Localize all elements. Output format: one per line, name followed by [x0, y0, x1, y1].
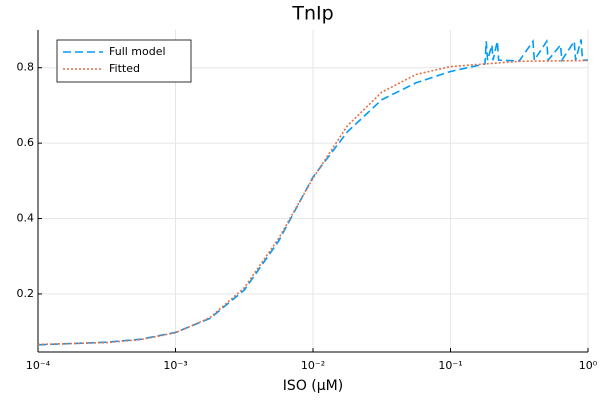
x-tick-label: 10⁻¹ — [438, 359, 462, 372]
legend-box — [56, 39, 192, 83]
chart-title: TnIp — [291, 3, 333, 25]
x-axis-label: ISO (μM) — [283, 378, 343, 394]
y-tick-label: 0.2 — [17, 287, 35, 300]
x-tick-label: 10⁻² — [301, 359, 325, 372]
line-series — [37, 59, 589, 346]
x-tick-label: 10⁰ — [579, 359, 598, 372]
y-tick-label: 0.6 — [17, 136, 35, 149]
y-tick-label: 0.4 — [17, 212, 35, 225]
x-tick-label: 10⁻³ — [163, 359, 187, 372]
legend: Full model Fitted — [56, 39, 192, 83]
y-tick-label: 0.8 — [17, 61, 35, 74]
x-tick-label: 10⁻⁴ — [26, 359, 51, 372]
line-series — [37, 38, 588, 346]
legend-label: Full model — [109, 45, 166, 58]
legend-label: Fitted — [109, 62, 140, 75]
